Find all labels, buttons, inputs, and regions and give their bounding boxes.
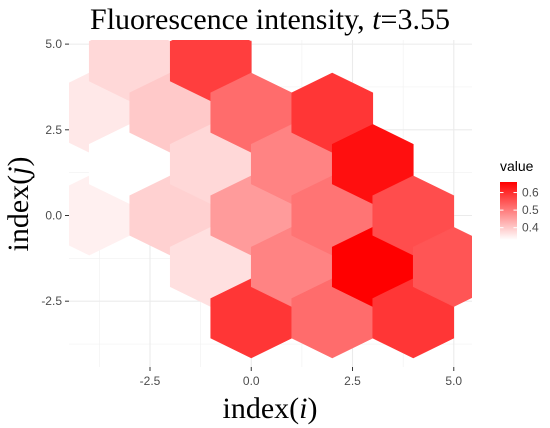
x-tick-label: 2.5 bbox=[344, 374, 361, 388]
chart-title-variable: t bbox=[372, 3, 381, 36]
y-tick-label: 0.0 bbox=[45, 208, 62, 222]
x-axis-label-variable: i bbox=[299, 392, 307, 425]
chart-title-suffix: =3.55 bbox=[381, 3, 450, 36]
legend-tick-label: 0.4 bbox=[522, 221, 539, 235]
x-axis: -2.5 0.0 2.5 5.0 bbox=[140, 367, 462, 388]
x-tick-label: -2.5 bbox=[140, 374, 161, 388]
legend-title: value bbox=[500, 158, 534, 174]
plot-panel bbox=[69, 40, 472, 367]
hex-cell-21 bbox=[412, 226, 472, 307]
legend-colorbar bbox=[500, 182, 517, 240]
color-legend: value 0.4 0.5 0.6 bbox=[500, 158, 539, 240]
chart-title: Fluorescence intensity, t=3.55 bbox=[90, 3, 450, 36]
x-tick-label: 0.0 bbox=[243, 374, 260, 388]
y-axis-label-prefix: index( bbox=[2, 175, 35, 252]
y-axis: -2.5 0.0 2.5 5.0 bbox=[41, 37, 69, 308]
legend-tick-label: 0.6 bbox=[522, 186, 539, 200]
legend-ticks: 0.4 0.5 0.6 bbox=[500, 186, 539, 235]
y-tick-label: 2.5 bbox=[45, 123, 62, 137]
hexagon-cells bbox=[69, 40, 472, 359]
y-tick-label: 5.0 bbox=[45, 37, 62, 51]
chart-title-prefix: Fluorescence intensity, bbox=[90, 3, 372, 36]
y-axis-label-variable: j bbox=[2, 167, 35, 179]
x-axis-label-suffix: ) bbox=[307, 392, 317, 425]
x-axis-label-prefix: index( bbox=[223, 392, 300, 425]
x-tick-label: 5.0 bbox=[445, 374, 462, 388]
y-axis-label: index(j) bbox=[2, 157, 35, 252]
y-tick-label: -2.5 bbox=[41, 294, 62, 308]
legend-tick-label: 0.5 bbox=[522, 203, 539, 217]
y-axis-label-suffix: ) bbox=[2, 157, 35, 167]
x-axis-label: index(i) bbox=[223, 392, 318, 425]
